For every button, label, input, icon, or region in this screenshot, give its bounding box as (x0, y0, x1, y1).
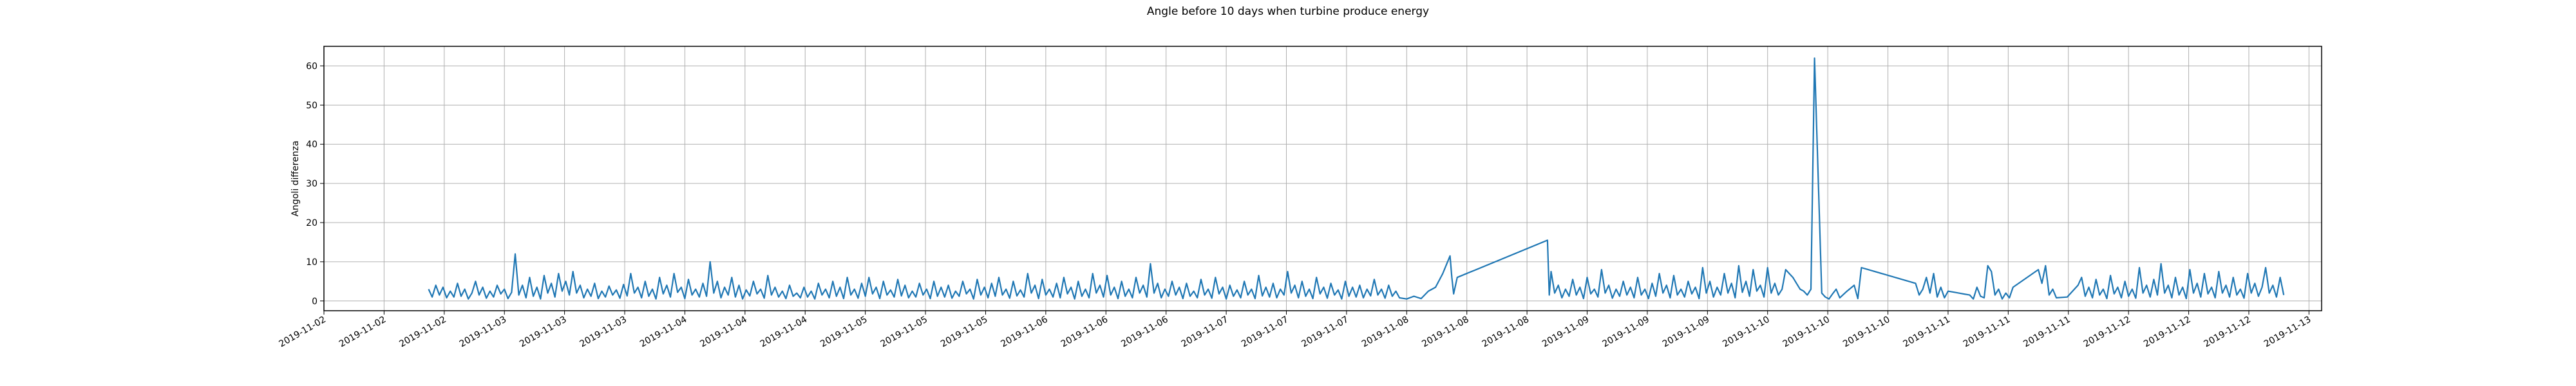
x-tick-label: 2019-11-02 (278, 315, 328, 350)
x-tick-label: 2019-11-05 (879, 315, 929, 350)
x-tick-label: 2019-11-09 (1600, 315, 1651, 350)
x-tick-label: 2019-11-13 (2262, 315, 2313, 350)
x-tick-label: 2019-11-06 (999, 315, 1050, 350)
y-tick-label: 20 (306, 218, 317, 228)
y-tick-label: 10 (306, 257, 317, 268)
y-tick-label: 0 (312, 297, 317, 307)
x-tick-label: 2019-11-06 (1119, 315, 1170, 350)
x-tick-label: 2019-11-04 (759, 315, 810, 350)
y-axis: 0 10 20 30 40 50 60 (306, 61, 324, 307)
y-axis-label: Angoli differenza (290, 140, 301, 216)
series-layer (428, 57, 2285, 300)
x-tick-label: 2019-11-11 (1901, 315, 1951, 350)
x-tick-label: 2019-11-09 (1661, 315, 1711, 350)
grid (323, 46, 2322, 311)
x-tick-label: 2019-11-09 (1540, 315, 1591, 350)
x-tick-label: 2019-11-10 (1781, 315, 1832, 350)
y-tick-label: 60 (306, 61, 317, 71)
x-tick-label: 2019-11-08 (1360, 315, 1410, 350)
x-tick-label: 2019-11-11 (1962, 315, 2012, 350)
x-tick-label: 2019-11-11 (2022, 315, 2072, 350)
x-tick-label: 2019-11-04 (698, 315, 749, 350)
chart-title: Angle before 10 days when turbine produc… (1146, 5, 1430, 18)
x-tick-label: 2019-11-12 (2142, 315, 2192, 350)
plot-frame (323, 46, 2322, 311)
x-tick-label: 2019-11-10 (1841, 315, 1891, 350)
x-tick-label: 2019-11-08 (1481, 315, 1531, 350)
x-tick-label: 2019-11-04 (638, 315, 689, 350)
y-tick-label: 50 (306, 100, 317, 111)
x-tick-label: 2019-11-03 (518, 315, 568, 350)
x-tick-label: 2019-11-05 (939, 315, 989, 350)
x-tick-label: 2019-11-02 (337, 315, 388, 350)
x-tick-label: 2019-11-03 (578, 315, 629, 350)
x-tick-label: 2019-11-03 (458, 315, 508, 350)
series-line (428, 57, 2285, 300)
x-tick-label: 2019-11-02 (397, 315, 448, 350)
x-tick-label: 2019-11-08 (1420, 315, 1470, 350)
y-tick-label: 40 (306, 140, 317, 150)
x-tick-label: 2019-11-07 (1240, 315, 1290, 350)
x-tick-label: 2019-11-07 (1300, 315, 1350, 350)
x-tick-label: 2019-11-05 (819, 315, 869, 350)
x-axis: 2019-11-02 2019-11-02 2019-11-02 2019-11-03… (278, 311, 2313, 349)
x-tick-label: 2019-11-10 (1721, 315, 1771, 350)
x-tick-label: 2019-11-07 (1180, 315, 1230, 350)
y-tick-label: 30 (306, 179, 317, 189)
x-tick-label: 2019-11-12 (2202, 315, 2253, 350)
x-tick-label: 2019-11-12 (2082, 315, 2132, 350)
x-tick-label: 2019-11-06 (1059, 315, 1110, 350)
